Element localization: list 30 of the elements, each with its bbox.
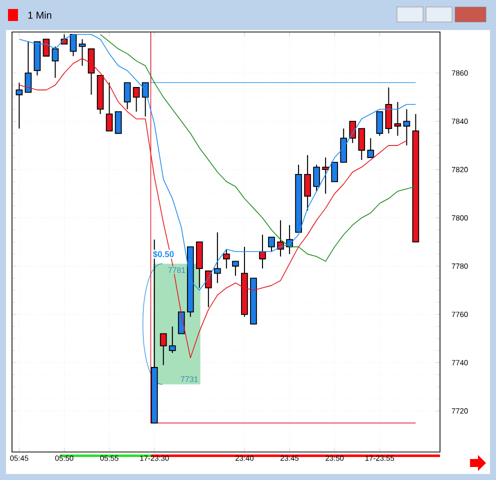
candlestick — [322, 157, 329, 194]
candlestick — [132, 87, 140, 112]
candlestick — [304, 154, 311, 212]
candlestick — [313, 164, 320, 192]
candlestick — [367, 138, 374, 158]
candlestick — [214, 232, 221, 284]
candlestick — [403, 108, 410, 146]
candlestick — [52, 46, 59, 78]
candlestick — [114, 111, 122, 134]
candlestick — [42, 38, 50, 57]
candlestick — [232, 260, 239, 276]
candlestick — [124, 82, 131, 110]
candlestick — [16, 82, 23, 130]
candlestick — [78, 38, 86, 66]
chart-title: 1 Min — [28, 11, 52, 19]
candlestick — [106, 82, 113, 132]
candlestick — [268, 236, 275, 252]
candlestick — [24, 41, 32, 93]
candlestick — [376, 111, 384, 136]
candlestick — [223, 248, 230, 270]
candlestick — [142, 82, 149, 117]
candlestick — [160, 333, 167, 366]
candlestick — [259, 234, 266, 270]
candlestick — [168, 326, 176, 354]
annotation: $0.50 — [152, 250, 174, 258]
candlestick — [349, 120, 356, 144]
candlestick — [331, 162, 338, 182]
candlestick — [394, 101, 402, 136]
candlestick — [205, 270, 212, 308]
candlestick — [358, 128, 366, 160]
